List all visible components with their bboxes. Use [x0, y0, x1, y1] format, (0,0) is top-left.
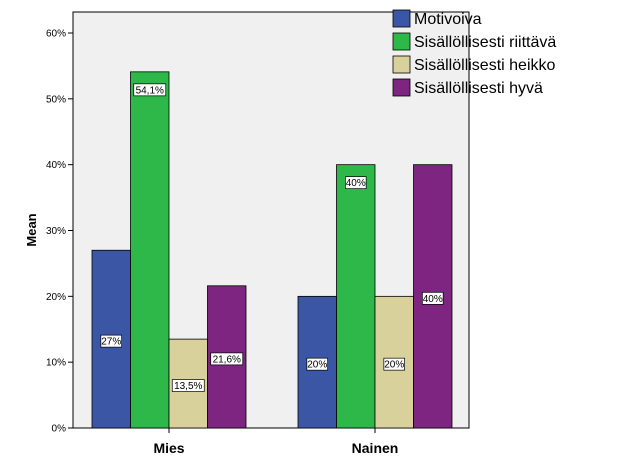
x-category-label: Nainen — [352, 440, 399, 456]
data-label-box — [422, 291, 444, 305]
data-label: 40% — [423, 294, 443, 305]
data-label-box — [306, 357, 329, 371]
data-label-box — [171, 379, 205, 392]
legend-label: Sisällöllisesti hyvä — [414, 80, 543, 97]
legend-swatch — [392, 9, 411, 28]
bars: 27% 54,1% 13,5% 21,6% 20% 40% 20% 40% — [91, 71, 453, 429]
legend: Motivoiva Sisällöllisesti riittävä Sisällö… — [392, 9, 556, 97]
data-label: 20% — [307, 360, 327, 371]
data-label: 40% — [346, 178, 366, 189]
data-label: 20% — [384, 360, 404, 371]
data-label: 21,6% — [213, 354, 241, 365]
y-tick-label: 10% — [46, 358, 66, 369]
y-tick-label: 60% — [46, 29, 66, 40]
data-label-box — [133, 83, 167, 97]
y-tick-label: 30% — [46, 226, 66, 237]
legend-label: Sisällöllisesti heikko — [414, 57, 555, 74]
y-tick-label: 0% — [52, 424, 67, 435]
x-axis: Mies Nainen — [153, 428, 398, 456]
legend-swatch — [392, 78, 411, 97]
legend-swatch — [392, 55, 411, 74]
legend-label: Sisällöllisesti riittävä — [414, 34, 556, 51]
y-axis: 0% 10% 20% 30% 40% 50% 60% — [46, 29, 73, 435]
y-tick-label: 40% — [46, 160, 66, 171]
y-tick-label: 20% — [46, 292, 66, 303]
data-label: 54,1% — [136, 85, 164, 96]
data-label-box — [383, 357, 406, 371]
data-label-box — [210, 352, 244, 366]
data-label: 13,5% — [174, 381, 202, 392]
y-axis-title: Mean — [24, 213, 39, 246]
x-category-label: Mies — [153, 440, 184, 456]
bar-nainen-1 — [336, 164, 376, 429]
bar-mies-1 — [130, 71, 170, 429]
y-tick-label: 50% — [46, 94, 66, 105]
data-label-box — [100, 334, 122, 348]
data-label-box — [345, 176, 367, 190]
legend-label: Motivoiva — [414, 11, 482, 28]
data-label: 27% — [101, 337, 121, 348]
legend-swatch — [392, 32, 411, 51]
